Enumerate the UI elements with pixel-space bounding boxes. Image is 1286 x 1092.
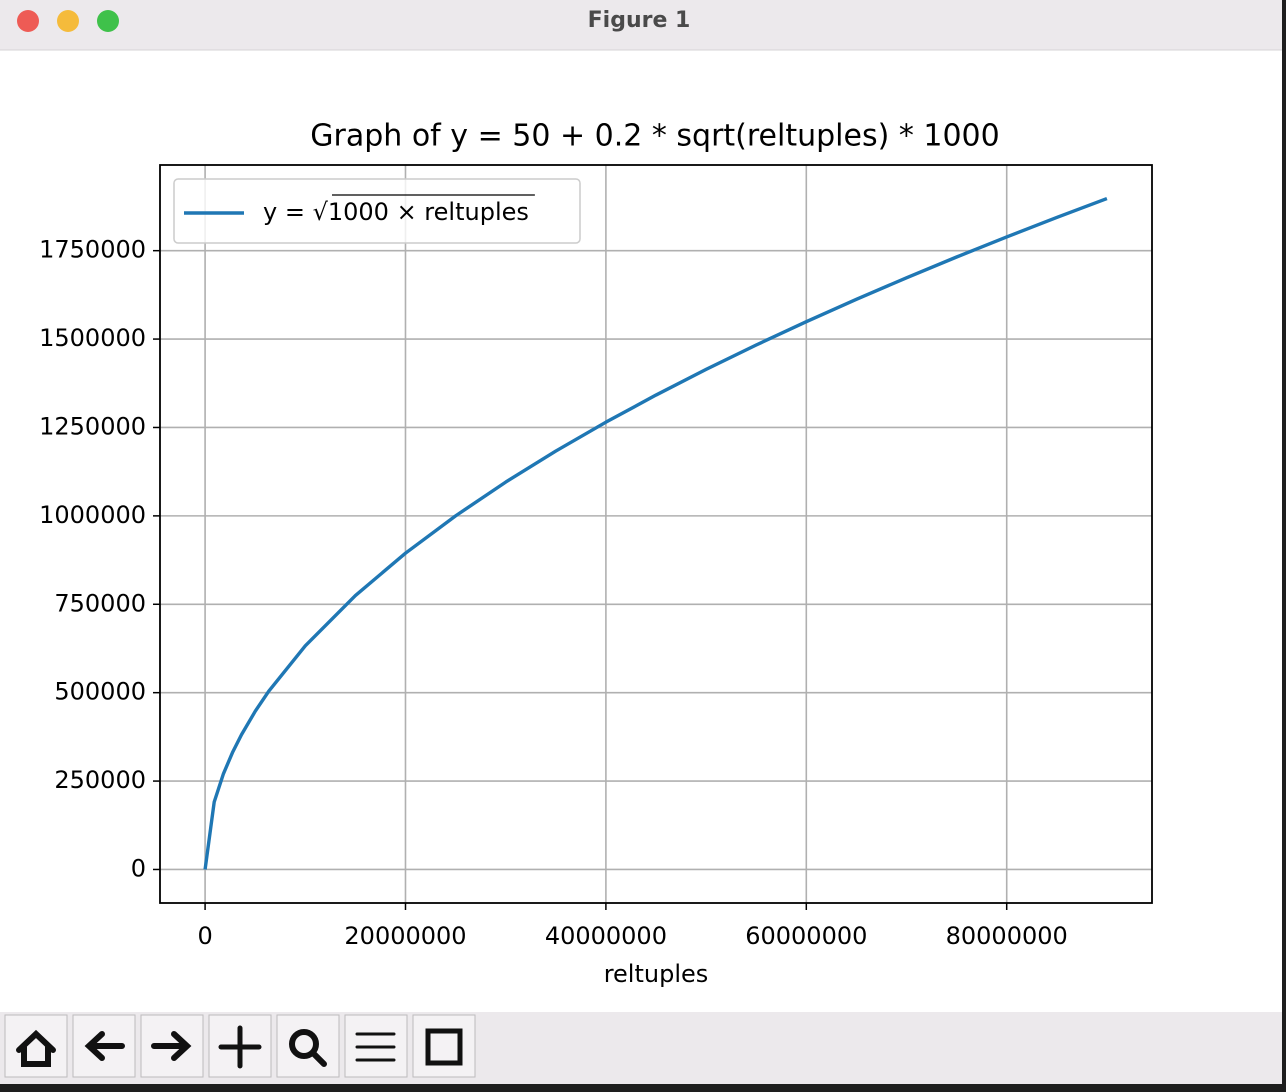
x-tick-label: 60000000 (745, 922, 867, 950)
minimize-button[interactable] (57, 10, 79, 32)
y-tick-label: 500000 (54, 678, 146, 706)
plot-area: 0 250000 500000 750000 1000000 1250000 1500000… (39, 164, 1153, 950)
x-tick-label: 20000000 (344, 922, 466, 950)
save-button[interactable] (412, 1014, 476, 1078)
y-tick-label: 0 (131, 854, 146, 882)
title-bar (0, 0, 1282, 50)
toolbar-buttons (4, 1014, 476, 1078)
home-button[interactable] (4, 1014, 68, 1078)
x-tick-label: 0 (197, 922, 212, 950)
data-line (203, 196, 1108, 870)
window-title: Figure 1 (588, 8, 691, 33)
configure-button[interactable] (344, 1014, 408, 1078)
y-tick-label: 1250000 (39, 412, 146, 440)
home-icon (16, 1029, 56, 1067)
pan-icon (218, 1025, 262, 1069)
back-icon (84, 1031, 125, 1061)
toolbar-icons (16, 1025, 463, 1069)
legend-label: y = √1000 × reltuples (263, 198, 529, 226)
x-tick-label: 40000000 (545, 922, 667, 950)
y-tick-label: 250000 (54, 766, 146, 794)
axes-frame (159, 164, 1153, 904)
zoom-icon-handle (310, 1050, 327, 1067)
zoom-rect-button[interactable] (276, 1014, 340, 1078)
close-button[interactable] (17, 10, 39, 32)
save-icon (425, 1028, 463, 1066)
y-tick-label: 1000000 (39, 501, 146, 529)
zoom-button[interactable] (97, 10, 119, 32)
y-tick-label: 1750000 (39, 236, 146, 264)
y-tick-label: 750000 (54, 589, 146, 617)
chart-title: Graph of y = 50 + 0.2 * sqrt(reltuples) … (310, 119, 999, 154)
legend: y = √1000 × reltuples (173, 178, 581, 244)
zoom-icon (289, 1029, 319, 1059)
configure-icon (355, 1032, 396, 1062)
x-tick-label: 80000000 (946, 922, 1068, 950)
y-tick-label: 1500000 (39, 324, 146, 352)
x-axis-label: reltuples (604, 960, 709, 988)
forward-icon (151, 1031, 192, 1061)
